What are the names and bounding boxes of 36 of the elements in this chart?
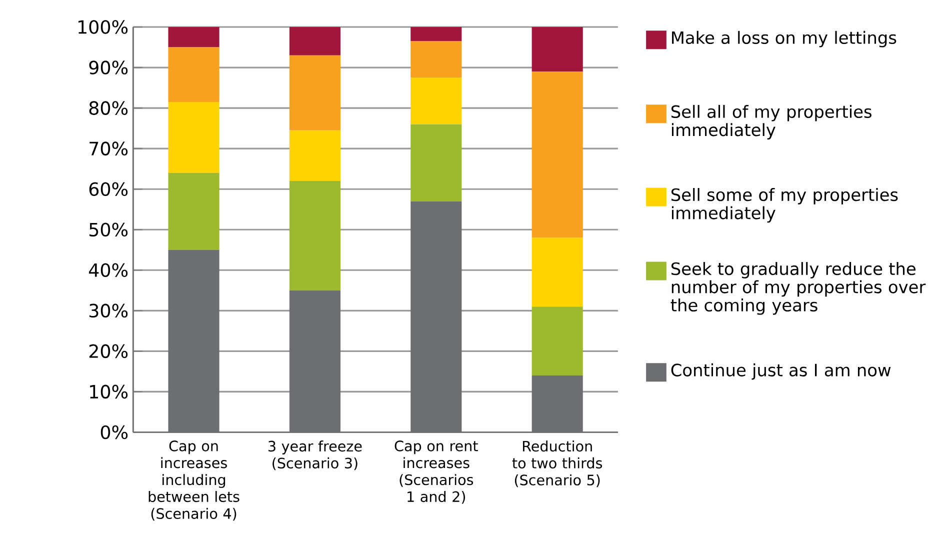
bar bbox=[410, 78, 462, 124]
y-tick-label: 50% bbox=[90, 222, 128, 237]
y-tick-label: 70% bbox=[90, 142, 128, 156]
legend-label: Continue just as I am now bbox=[671, 364, 891, 380]
bar bbox=[289, 130, 340, 182]
x-tick-label: 3 year freeze (Scenario 3) bbox=[268, 440, 362, 470]
legend-label: Sell some of my properties immediately bbox=[672, 188, 898, 223]
bar bbox=[289, 27, 340, 56]
bar bbox=[289, 56, 340, 131]
x-tick-label: Cap on increases including between lets (Scenario 4) bbox=[148, 440, 240, 521]
bar bbox=[168, 27, 220, 48]
bar bbox=[410, 41, 462, 78]
y-tick-label: 10% bbox=[90, 385, 128, 399]
bar bbox=[532, 238, 583, 307]
legend-label: Make a loss on my lettings bbox=[672, 31, 896, 48]
x-tick-label: Reduction to two thirds (Scenario 5) bbox=[512, 440, 602, 488]
y-tick-label: 20% bbox=[89, 344, 128, 358]
y-tick-label: 30% bbox=[89, 304, 128, 318]
bar bbox=[410, 124, 462, 202]
bar bbox=[532, 306, 583, 376]
bar bbox=[168, 102, 220, 174]
y-tick-label: 40% bbox=[89, 263, 128, 278]
bar bbox=[168, 173, 220, 250]
legend-label: Sell all of my properties immediately bbox=[672, 105, 872, 140]
x-tick-label: Cap on rent increases (Scenarios 1 and 2) bbox=[394, 440, 478, 504]
bar bbox=[289, 181, 340, 291]
bar bbox=[168, 48, 220, 102]
bar bbox=[532, 27, 583, 72]
bar bbox=[410, 27, 462, 42]
y-tick-label: 100% bbox=[78, 20, 128, 34]
bar bbox=[532, 72, 583, 238]
y-tick-label: 80% bbox=[89, 101, 128, 116]
y-tick-label: 0% bbox=[100, 426, 128, 440]
y-tick-label: 90% bbox=[89, 60, 128, 75]
y-tick-label: 60% bbox=[89, 182, 128, 196]
legend-label: Seek to gradually reduce the number of my properties over the coming years bbox=[670, 262, 926, 316]
